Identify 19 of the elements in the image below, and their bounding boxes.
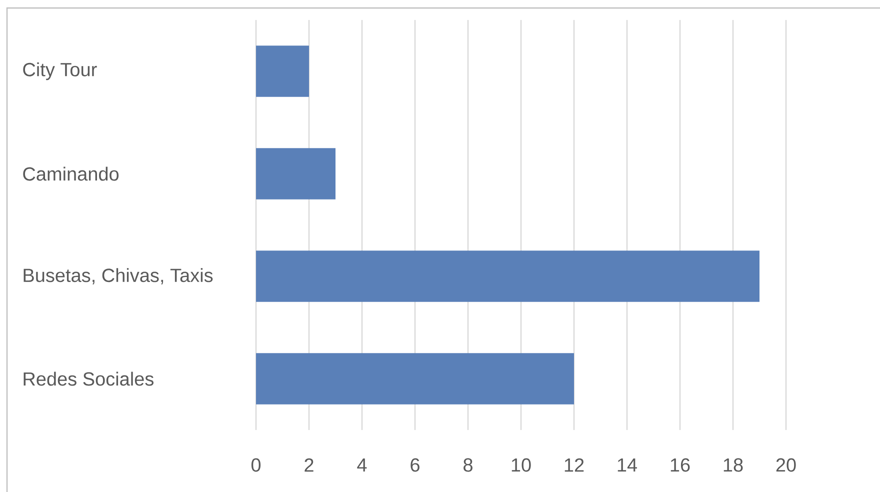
x-tick-label: 8 bbox=[464, 458, 472, 472]
x-tick-label: 6 bbox=[410, 458, 420, 472]
x-tick-label: 2 bbox=[304, 458, 314, 472]
y-tick-label: Caminando bbox=[23, 166, 119, 181]
bar bbox=[256, 250, 760, 302]
x-tick-label: 0 bbox=[251, 458, 261, 472]
x-tick-label: 4 bbox=[357, 458, 367, 472]
bar bbox=[256, 46, 310, 97]
x-tick-label: 18 bbox=[724, 458, 743, 472]
x-tick-label: 16 bbox=[670, 458, 690, 472]
y-tick-label: Redes Sociales bbox=[24, 372, 154, 386]
bar bbox=[256, 353, 574, 404]
x-tick-label: 12 bbox=[564, 458, 584, 472]
y-tick-label: Busetas, Chivas, Taxis bbox=[24, 268, 213, 284]
x-tick-label: 14 bbox=[618, 458, 638, 472]
x-tick-label: 20 bbox=[776, 458, 796, 472]
y-tick-label: City Tour bbox=[23, 62, 97, 80]
bar bbox=[256, 148, 336, 200]
x-tick-label: 10 bbox=[512, 458, 531, 472]
